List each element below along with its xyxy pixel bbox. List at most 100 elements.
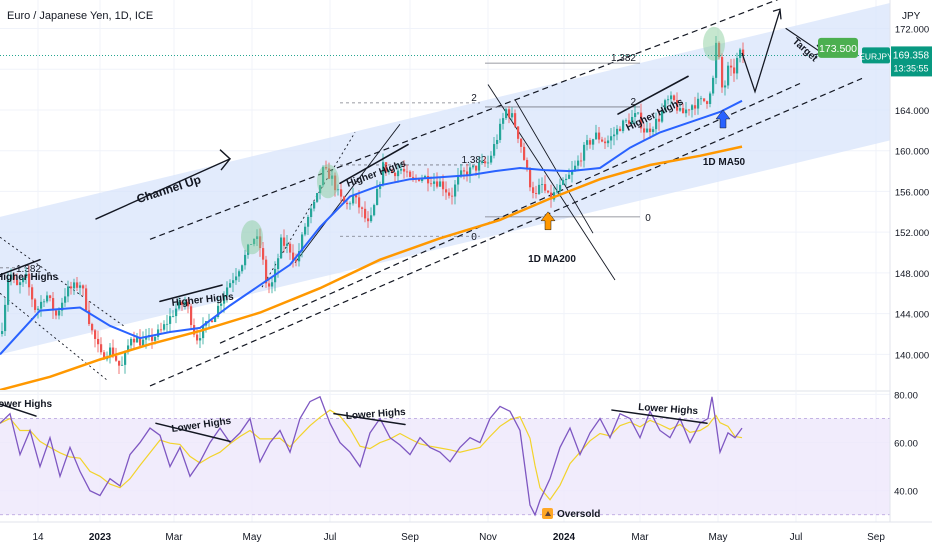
- candle: [541, 177, 544, 194]
- candle: [715, 35, 718, 85]
- candle: [472, 165, 475, 170]
- trend-diagonal: [514, 99, 594, 234]
- pivot-highlight: [241, 220, 263, 255]
- candle: [289, 241, 292, 260]
- candle: [244, 249, 247, 270]
- rsi-band-lines: [0, 418, 890, 516]
- candle: [157, 324, 160, 341]
- candle: [499, 118, 502, 143]
- candle: [181, 300, 184, 311]
- candle: [661, 103, 664, 124]
- candle: [280, 234, 283, 259]
- time-tick-label: 2024: [553, 532, 576, 543]
- rsi-axis[interactable]: 40.00 60.00 80.00: [894, 390, 918, 497]
- candle: [529, 167, 532, 192]
- trend-diagonal: [0, 236, 126, 328]
- lower-highs-label: Lower Highs: [638, 402, 699, 417]
- candle: [691, 104, 694, 118]
- candle: [739, 47, 742, 63]
- candle: [46, 291, 49, 304]
- candle: [247, 243, 250, 259]
- candle: [457, 167, 460, 192]
- candle: [448, 188, 451, 199]
- candle: [235, 267, 238, 285]
- trend-diagonal: [0, 292, 109, 382]
- candle: [742, 42, 745, 63]
- candle: [94, 329, 97, 348]
- fib-label: 2: [471, 93, 477, 104]
- candle: [508, 106, 511, 124]
- candle: [172, 310, 175, 318]
- candle: [82, 284, 85, 296]
- candle: [121, 356, 124, 366]
- higher-highs-line: [339, 143, 409, 185]
- oversold-hand-glyph: [545, 511, 551, 516]
- candle: [721, 53, 724, 93]
- target-badge: [818, 37, 858, 58]
- candle: [226, 281, 229, 303]
- candle: [664, 98, 667, 114]
- candle: [340, 182, 343, 204]
- candle: [361, 206, 364, 218]
- candle: [130, 336, 133, 351]
- candle: [364, 201, 367, 223]
- higher-highs-line: [159, 284, 223, 303]
- candle: [556, 183, 559, 194]
- fib-label: 0: [645, 213, 651, 224]
- candle: [400, 162, 403, 175]
- candle: [163, 320, 166, 332]
- candle: [697, 92, 700, 115]
- candle: [178, 297, 181, 311]
- candle: [301, 231, 304, 258]
- candle: [733, 58, 736, 82]
- candle: [22, 276, 25, 287]
- candle: [655, 112, 658, 135]
- candle: [313, 200, 316, 212]
- candle: [376, 180, 379, 206]
- time-tick-label: Sep: [401, 532, 419, 543]
- time-tick-label: Jul: [790, 532, 803, 543]
- projection-arrowhead: [772, 8, 782, 20]
- time-tick-label: May: [709, 532, 728, 543]
- candle: [730, 58, 733, 77]
- candle: [262, 242, 265, 265]
- fib-label: 1.382: [461, 155, 486, 166]
- rsi-tick-label: 60.00: [894, 439, 918, 450]
- candle: [79, 281, 82, 296]
- candle: [370, 207, 373, 223]
- time-tick-label: May: [243, 532, 262, 543]
- candle: [394, 172, 397, 182]
- higher-highs-label: Higher Highs: [0, 272, 59, 283]
- time-axis[interactable]: 14 2023 Mar May Jul Sep Nov 2024 Mar May Jul Sep: [32, 532, 885, 543]
- candle: [517, 126, 520, 144]
- candle: [634, 104, 637, 125]
- price-axis-bg: [890, 0, 932, 522]
- candle: [658, 110, 661, 131]
- candle: [397, 163, 400, 183]
- candle: [667, 95, 670, 105]
- time-tick-label: 14: [32, 532, 44, 543]
- candle: [565, 174, 568, 186]
- target-badge-label: 173.500: [819, 43, 857, 55]
- time-tick-label: Mar: [631, 532, 649, 543]
- candle: [166, 314, 169, 334]
- candle: [25, 267, 28, 284]
- candle: [184, 296, 187, 310]
- candle: [502, 112, 505, 130]
- candlesticks: [1, 35, 745, 375]
- candle: [325, 160, 328, 171]
- candle: [595, 124, 598, 140]
- candle: [286, 234, 289, 254]
- candle: [688, 108, 691, 116]
- candle: [238, 269, 241, 282]
- candle: [649, 122, 652, 139]
- candle: [445, 181, 448, 200]
- candle: [373, 203, 376, 217]
- higher-highs-line: [0, 258, 41, 276]
- bar-countdown-label: 13:35:55: [893, 63, 928, 73]
- candle: [544, 175, 547, 194]
- channel-dashed-upper: [149, 0, 779, 240]
- time-tick-label: Mar: [165, 532, 183, 543]
- candle: [91, 322, 94, 335]
